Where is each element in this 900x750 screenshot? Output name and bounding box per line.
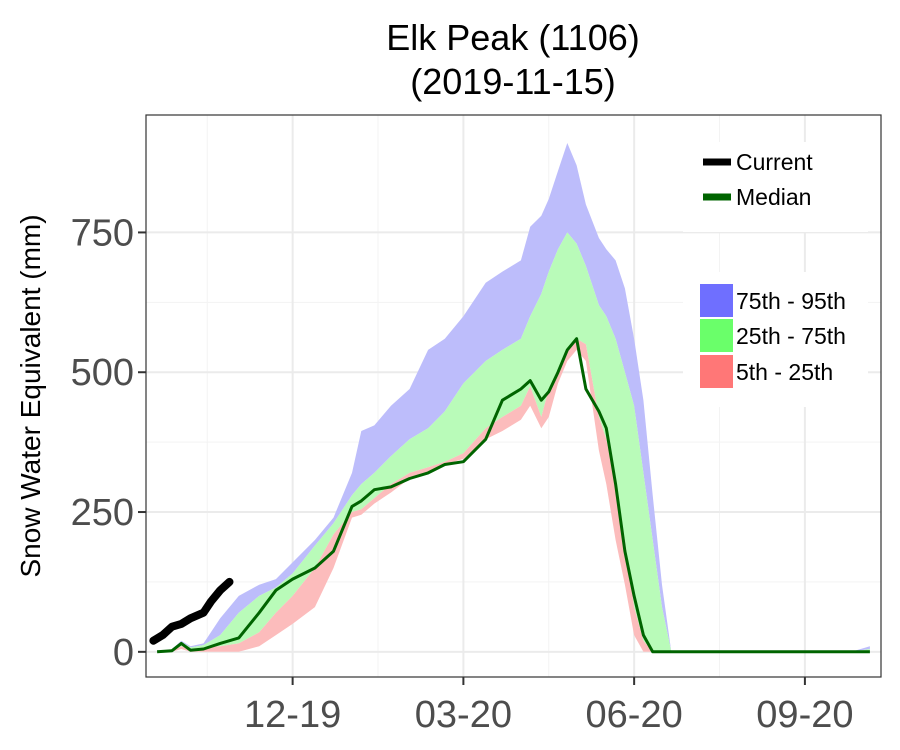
chart-title: Elk Peak (1106) <box>386 17 639 58</box>
legend-lines: Current Median <box>683 142 868 232</box>
legend-current-label: Current <box>736 149 813 175</box>
x-tick-label: 12-19 <box>244 694 341 736</box>
x-axis: 12-19 03-20 06-20 09-20 <box>244 677 854 736</box>
legend-band-25-75-swatch <box>700 319 733 352</box>
plot-border <box>145 114 882 678</box>
x-tick-label: 09-20 <box>756 694 853 736</box>
legend-band-75-95-label: 75th - 95th <box>736 288 846 314</box>
chart-subtitle: (2019-11-15) <box>410 61 615 102</box>
x-tick-label: 03-20 <box>415 694 512 736</box>
median-line <box>156 337 870 654</box>
legend-median-label: Median <box>736 184 811 210</box>
y-tick-label: 750 <box>71 212 134 254</box>
legend-band-75-95-swatch <box>700 284 733 317</box>
legend-bands: 75th - 95th 25th - 75th 5th - 25th <box>683 272 868 407</box>
y-axis: 0 250 500 750 <box>71 212 146 674</box>
x-tick-label: 06-20 <box>586 694 683 736</box>
current-line <box>149 577 234 645</box>
y-tick-label: 500 <box>71 352 134 394</box>
y-axis-label: Snow Water Equivalent (mm) <box>15 214 46 577</box>
lines <box>149 337 870 654</box>
y-tick-label: 0 <box>113 632 134 674</box>
legend-band-25-75-label: 25th - 75th <box>736 323 846 349</box>
y-tick-label: 250 <box>71 492 134 534</box>
legend-lines-background <box>683 142 868 232</box>
legend-band-5-25-label: 5th - 25th <box>736 359 833 385</box>
legend-band-5-25-swatch <box>700 355 733 388</box>
